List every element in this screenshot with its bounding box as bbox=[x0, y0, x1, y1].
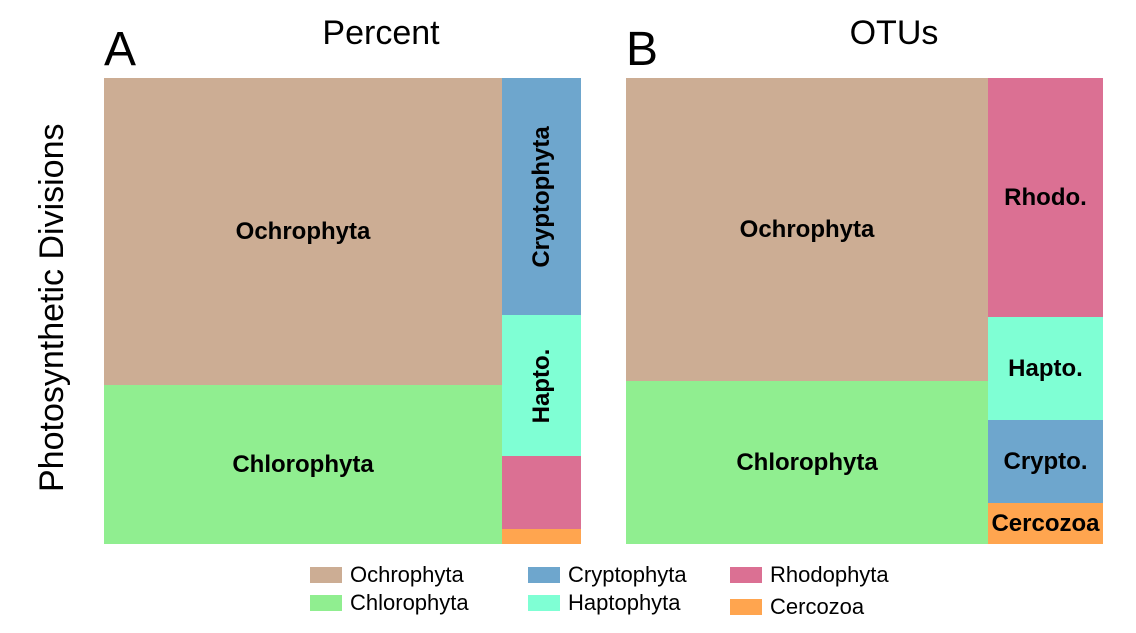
legend-item-rhodophyta: Rhodophyta bbox=[730, 562, 889, 588]
tile-cryptophyta bbox=[988, 420, 1103, 503]
tile-label-cryptophyta: Cryptophyta bbox=[527, 125, 555, 268]
panel-b-title: OTUs bbox=[849, 14, 939, 52]
legend-swatch-cryptophyta bbox=[528, 567, 560, 583]
tile-label-haptophyta: Hapto. bbox=[527, 348, 555, 423]
tile-label-ochrophyta: Ochrophyta bbox=[739, 215, 875, 243]
legend-label-ochrophyta: Ochrophyta bbox=[350, 562, 464, 587]
tile-cryptophyta bbox=[502, 78, 581, 315]
tile-ochrophyta bbox=[104, 78, 502, 385]
tile-label-cercozoa: Cercozoa bbox=[991, 509, 1100, 537]
treemap-panel-b: Ochrophyta Chlorophyta Rhodo. Hapto. Crypto.… bbox=[626, 78, 1103, 544]
legend-swatch-haptophyta bbox=[528, 595, 560, 611]
legend-label-haptophyta: Haptophyta bbox=[568, 590, 681, 615]
legend-swatch-cercozoa bbox=[730, 599, 762, 615]
tile-label-chlorophyta: Chlorophyta bbox=[736, 448, 878, 476]
tile-chlorophyta bbox=[104, 385, 502, 544]
legend-item-cryptophyta: Cryptophyta bbox=[528, 562, 687, 588]
tile-haptophyta bbox=[502, 315, 581, 456]
legend-label-cryptophyta: Cryptophyta bbox=[568, 562, 687, 587]
legend-label-cercozoa: Cercozoa bbox=[770, 594, 865, 619]
tile-chlorophyta bbox=[626, 381, 988, 544]
tile-cercozoa bbox=[502, 529, 581, 544]
legend-label-chlorophyta: Chlorophyta bbox=[350, 590, 469, 615]
tile-label-rhodophyta: Rhodo. bbox=[1004, 183, 1087, 211]
tile-rhodophyta bbox=[502, 456, 581, 529]
tile-label-cryptophyta: Crypto. bbox=[1003, 447, 1088, 475]
y-axis-label: Photosynthetic Divisions bbox=[33, 123, 71, 492]
tile-label-ochrophyta: Ochrophyta bbox=[235, 217, 371, 245]
legend-item-chlorophyta: Chlorophyta bbox=[310, 590, 469, 616]
legend-item-cercozoa: Cercozoa bbox=[730, 594, 864, 620]
legend-item-ochrophyta: Ochrophyta bbox=[310, 562, 464, 588]
tile-label-chlorophyta: Chlorophyta bbox=[232, 450, 374, 478]
tile-haptophyta bbox=[988, 317, 1103, 420]
tile-rhodophyta bbox=[988, 78, 1103, 317]
legend-swatch-chlorophyta bbox=[310, 595, 342, 611]
tile-cercozoa bbox=[988, 503, 1103, 544]
panel-a-letter: A bbox=[104, 23, 137, 76]
panel-a-title: Percent bbox=[322, 14, 440, 52]
legend-swatch-rhodophyta bbox=[730, 567, 762, 583]
tile-label-haptophyta: Hapto. bbox=[1008, 354, 1083, 382]
legend-item-haptophyta: Haptophyta bbox=[528, 590, 681, 616]
tile-ochrophyta bbox=[626, 78, 988, 381]
panel-b-letter: B bbox=[626, 23, 659, 76]
legend-swatch-ochrophyta bbox=[310, 567, 342, 583]
treemap-panel-a: Ochrophyta Chlorophyta Cryptophyta Hapto. bbox=[104, 78, 581, 544]
legend-label-rhodophyta: Rhodophyta bbox=[770, 562, 889, 587]
